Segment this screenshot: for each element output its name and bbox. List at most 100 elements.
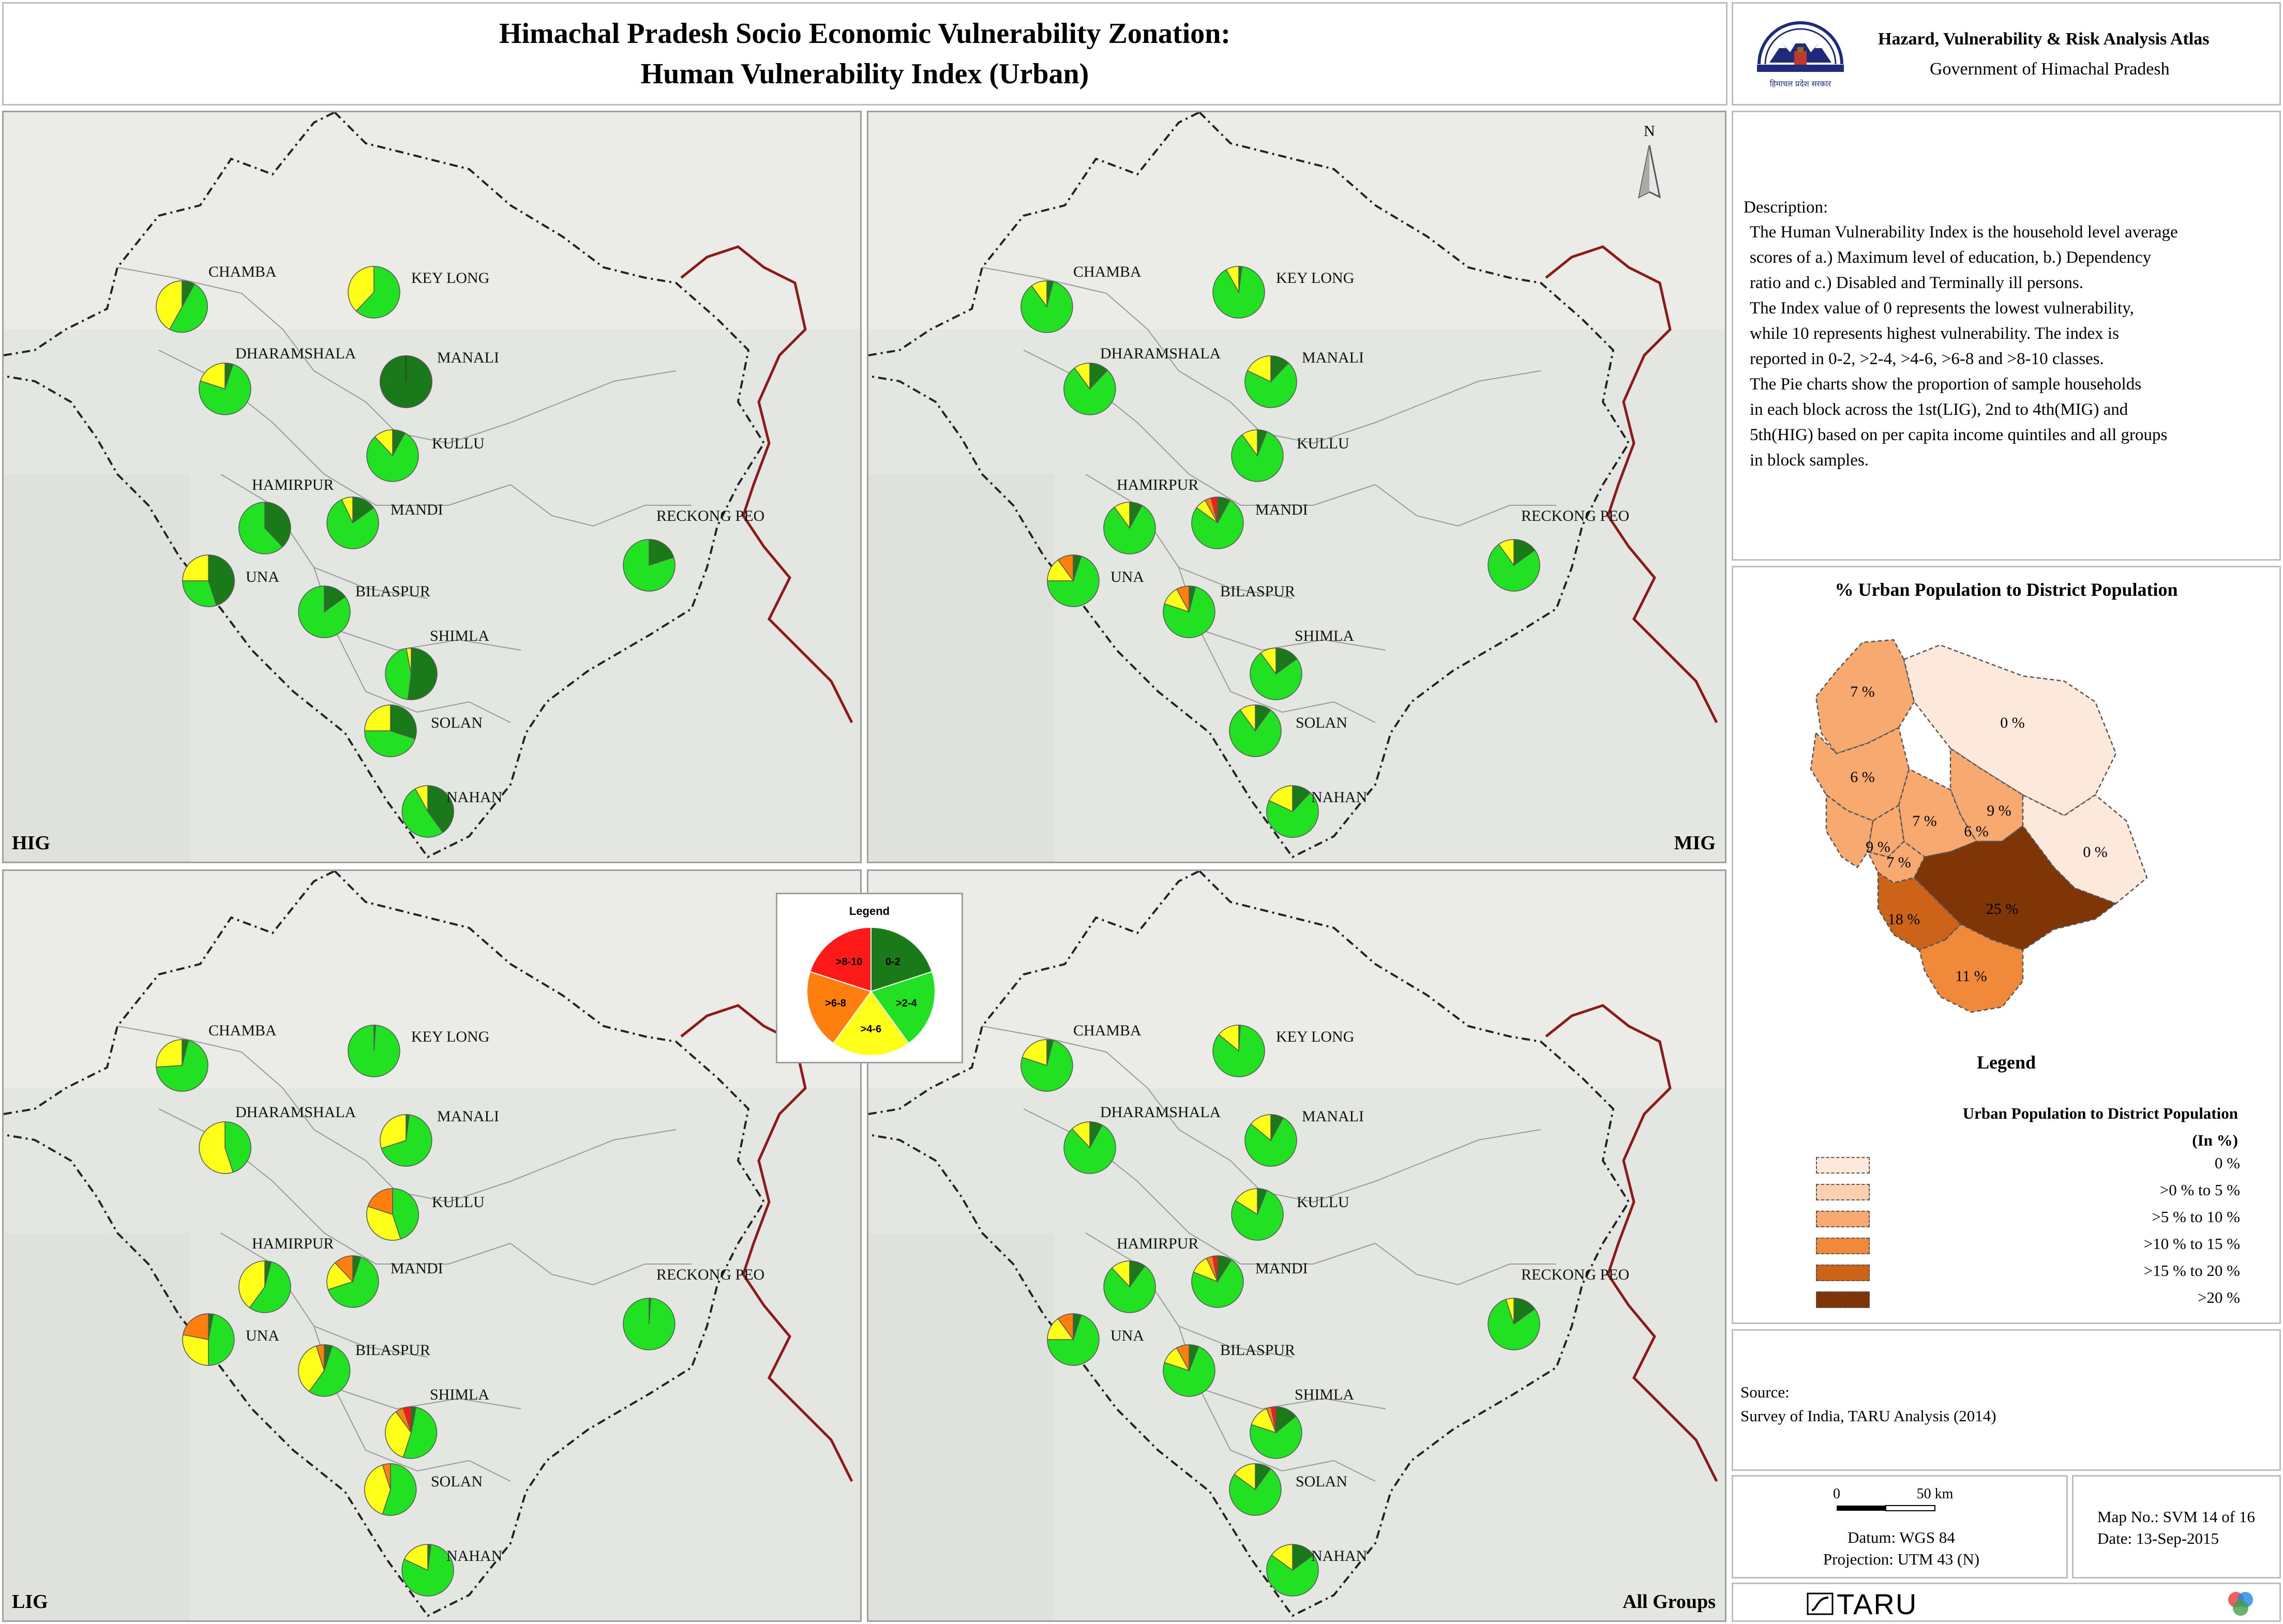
pie-slice [1176,1344,1190,1371]
class-legend: Legend 0-2 >2-4 >4-6 >6-8 >8-10 [776,893,963,1063]
pie-hamirpur [1103,1260,1156,1313]
pie-manali [380,1114,432,1167]
pie-manali [380,355,432,408]
pie-slice [1513,539,1536,566]
pie-slice [366,432,419,482]
scale-box: 0 50 km Datum: WGS 84 Projection: UTM 43… [1732,1475,2068,1578]
pie-slice [1250,652,1302,700]
pie-slice [1074,363,1090,390]
town-label: RECKONG PEO [656,507,764,524]
pie-slice [1231,1190,1284,1241]
district-label: 25 % [1986,900,2019,918]
town-label: CHAMBA [1073,1022,1142,1039]
town-label: SOLAN [431,1473,483,1490]
pie-mandi [1191,497,1244,549]
town-label: KEY LONG [411,1028,489,1045]
pie-slice [392,1188,419,1240]
pie-nahan [401,1544,454,1597]
town-label: SHIMLA [1295,627,1354,644]
inset-map-title: % Urban Population to District Populatio… [1835,579,2178,600]
pie-slice [407,648,438,700]
pie-slice [264,502,291,548]
state-boundary [4,112,765,859]
town-label: HAMIRPUR [252,476,334,493]
district-boundary [313,370,677,444]
pie-slice [364,730,416,757]
terrain-plains [4,1233,190,1620]
pie-slice [249,1261,291,1313]
town-label: CHAMBA [1073,263,1142,280]
class-legend-title: Legend [849,905,890,918]
pie-key-long [348,266,400,319]
pie-kullu [1231,1188,1284,1241]
class-legend-label: >8-10 [836,956,863,968]
taru-logo-text: TARU [1837,1588,1918,1620]
pie-slice [1235,1188,1258,1215]
pie-slice [366,1206,401,1241]
pie-shimla [385,648,438,700]
pie-slice [182,554,209,581]
description-title: Description: [1744,198,1828,217]
pie-key-long [1212,266,1265,319]
town-label: SHIMLA [430,627,489,644]
inset-legend-swatch [1816,1157,1870,1174]
town-label: MANALI [437,349,499,366]
pie-slice [238,1260,265,1309]
map-info-box: Map No.: SVM 14 of 16 Date: 13-Sep-2015 [2072,1475,2281,1578]
district-label: 18 % [1888,911,1920,928]
district-label: 7 % [1912,813,1937,830]
district-boundary [510,1243,692,1286]
inset-legend-swatch [1816,1238,1870,1254]
pie-slice [380,1114,407,1149]
town-label: NAHAN [446,789,502,806]
town-label: KEY LONG [1276,1028,1354,1045]
pie-slice [316,1344,325,1371]
north-arrow-icon: N [1638,123,1661,199]
pie-dharamshala [1063,1121,1116,1174]
pie-slice [403,1544,428,1571]
pie-slice [1244,362,1297,408]
pie-mandi [326,497,379,549]
pie-slice [1114,502,1130,530]
town-label: UNA [246,568,279,585]
town-label: SOLAN [431,714,483,731]
pie-slice [156,1040,208,1092]
pie-bilaspur [298,1344,351,1397]
town-label: MANDI [1255,1260,1308,1277]
inset-legend-row: >10 % to 15 % [1816,1235,2240,1255]
map-title-line-1: Himachal Pradesh Socio Economic Vulnerab… [499,18,1231,50]
inset-legend-label: 0 % [2214,1154,2240,1172]
pie-slice [1268,785,1293,813]
map-panel-all: CHAMBA KEY LONG DHARAMSHALA MANALI KULLU HAMI… [867,869,1726,1622]
pie-shimla [385,1406,438,1459]
pie-kullu [1231,429,1284,482]
town-label: KULLU [1297,1194,1349,1211]
pie-slice [182,580,217,607]
town-label: BILASPUR [355,1342,430,1359]
pie-slice [1250,1114,1271,1141]
international-border [1545,245,1718,724]
pie-nahan [401,785,454,838]
pie-slice [224,1121,251,1173]
pie-slice [1505,1298,1514,1325]
district-label: 7 % [1886,854,1911,871]
town-label: UNA [1110,1327,1144,1344]
district-sirmaur [1918,923,2024,1013]
inset-legend-heading: Urban Population to District Population … [1963,1100,2238,1154]
pie-slice [1071,1121,1090,1149]
town-label: MANDI [1255,501,1308,518]
district-boundary [982,1026,1179,1130]
taru-logo-icon [1807,1592,1834,1615]
town-label: MANALI [1302,1108,1364,1125]
emblem-caption: हिमाचल प्रदेश सरकार [1770,79,1831,88]
district-label: 11 % [1955,968,1987,985]
pie-una [1047,554,1100,607]
map-date: Date: 13-Sep-2015 [2097,1529,2219,1547]
inset-legend-row: >5 % to 10 % [1816,1208,2240,1228]
pie-slice [341,497,353,523]
town-label: MANALI [437,1108,499,1125]
state-boundary [868,871,1630,1617]
town-label: SHIMLA [1295,1386,1354,1403]
pie-chamba [156,280,208,333]
panel-label: HIG [12,832,50,854]
